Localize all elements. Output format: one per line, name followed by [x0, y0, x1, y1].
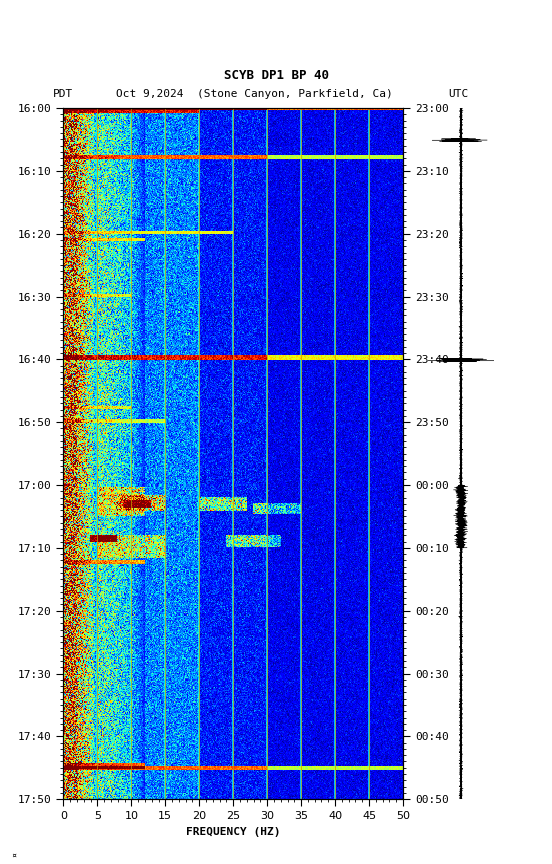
Text: Oct 9,2024  (Stone Canyon, Parkfield, Ca): Oct 9,2024 (Stone Canyon, Parkfield, Ca): [115, 89, 392, 99]
Text: PDT: PDT: [52, 89, 73, 99]
X-axis label: FREQUENCY (HZ): FREQUENCY (HZ): [186, 827, 280, 836]
Text: ¤: ¤: [11, 851, 16, 860]
Text: UTC: UTC: [448, 89, 468, 99]
Text: SCYB DP1 BP 40: SCYB DP1 BP 40: [224, 69, 328, 82]
